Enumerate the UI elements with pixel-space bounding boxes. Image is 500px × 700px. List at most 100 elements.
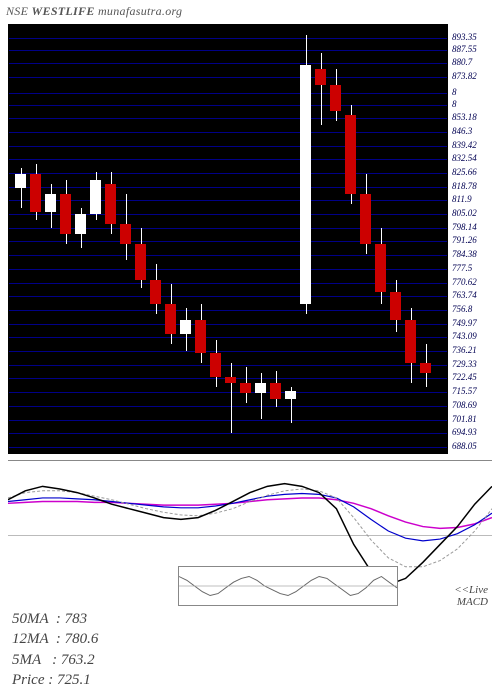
price-label: 784.38 — [452, 249, 477, 259]
price-label: 8 — [452, 87, 457, 97]
gridline — [9, 132, 447, 133]
gridline — [9, 200, 447, 201]
candle-body[interactable] — [90, 180, 101, 214]
gridline — [9, 118, 447, 119]
price-label: 736.21 — [452, 345, 477, 355]
candle-body[interactable] — [255, 383, 266, 393]
stat-row: 50MA : 783 — [12, 609, 98, 629]
candle-body[interactable] — [165, 304, 176, 334]
candle-body[interactable] — [345, 115, 356, 195]
candle-body[interactable] — [210, 353, 221, 377]
price-axis: 893.35 887.55 880.7 873.82 8 8 853.18 846.3 839.… — [450, 24, 498, 454]
gridline — [9, 351, 447, 352]
macd-label: <<Live MACD — [454, 584, 488, 608]
gridline — [9, 337, 447, 338]
source-label: munafasutra.org — [98, 4, 182, 18]
candle-body[interactable] — [120, 224, 131, 244]
price-label: 777.5 — [452, 263, 472, 273]
price-label: 893.35 — [452, 32, 477, 42]
price-label: 729.33 — [452, 359, 477, 369]
gridline — [9, 146, 447, 147]
price-label: 743.09 — [452, 331, 477, 341]
candle-body[interactable] — [330, 85, 341, 111]
gridline — [9, 38, 447, 39]
gridline — [9, 173, 447, 174]
stat-row: 12MA : 780.6 — [12, 629, 98, 649]
price-label: 798.14 — [452, 222, 477, 232]
price-label: 708.69 — [452, 400, 477, 410]
price-label: 715.57 — [452, 386, 477, 396]
gridline — [9, 392, 447, 393]
price-label: 805.02 — [452, 208, 477, 218]
candle-body[interactable] — [180, 320, 191, 334]
gridline — [9, 63, 447, 64]
price-label: 839.42 — [452, 140, 477, 150]
candle-body[interactable] — [135, 244, 146, 280]
exchange-label: NSE — [6, 4, 28, 18]
candle-body[interactable] — [105, 184, 116, 224]
gridline — [9, 420, 447, 421]
candle-body[interactable] — [30, 174, 41, 212]
gridline — [9, 105, 447, 106]
stats-block: 50MA : 78312MA : 780.65MA : 763.2Price :… — [12, 609, 98, 690]
macd-inset — [178, 566, 398, 606]
price-label: 880.7 — [452, 57, 472, 67]
price-label: 8 — [452, 99, 457, 109]
candle-wick — [231, 363, 232, 433]
macd-line — [8, 498, 492, 528]
stat-row: 5MA : 763.2 — [12, 650, 98, 670]
candle-body[interactable] — [285, 391, 296, 399]
candle-body[interactable] — [60, 194, 71, 234]
gridline — [9, 433, 447, 434]
price-label: 818.78 — [452, 181, 477, 191]
candle-body[interactable] — [195, 320, 206, 354]
stat-row: Price : 725.1 — [12, 670, 98, 690]
candle-body[interactable] — [420, 363, 431, 373]
candle-body[interactable] — [390, 292, 401, 320]
gridline — [9, 50, 447, 51]
candle-body[interactable] — [375, 244, 386, 292]
gridline — [9, 93, 447, 94]
macd-line — [8, 489, 492, 567]
gridline — [9, 310, 447, 311]
price-label: 791.26 — [452, 235, 477, 245]
price-label: 832.54 — [452, 153, 477, 163]
price-label: 688.05 — [452, 441, 477, 451]
candle-body[interactable] — [150, 280, 161, 304]
candle-wick — [321, 53, 322, 125]
price-label: 756.8 — [452, 304, 472, 314]
gridline — [9, 77, 447, 78]
price-label: 846.3 — [452, 126, 472, 136]
candle-body[interactable] — [75, 214, 86, 234]
macd-panel[interactable]: <<Live MACD — [8, 460, 492, 610]
price-label: 763.74 — [452, 290, 477, 300]
chart-header: NSE WESTLIFE munafasutra.org — [6, 4, 182, 19]
candle-body[interactable] — [360, 194, 371, 244]
candle-body[interactable] — [315, 69, 326, 85]
price-label: 749.97 — [452, 318, 477, 328]
price-label: 873.82 — [452, 71, 477, 81]
chart-container: NSE WESTLIFE munafasutra.org 893.35 887.5… — [0, 0, 500, 700]
candle-body[interactable] — [300, 65, 311, 304]
gridline — [9, 187, 447, 188]
macd-line — [8, 493, 492, 540]
candle-body[interactable] — [270, 383, 281, 399]
price-label: 722.45 — [452, 372, 477, 382]
candle-body[interactable] — [45, 194, 56, 212]
gridline — [9, 447, 447, 448]
gridline — [9, 365, 447, 366]
candle-wick — [261, 373, 262, 419]
candlestick-chart[interactable] — [8, 24, 448, 454]
candle-body[interactable] — [15, 174, 26, 188]
price-label: 887.55 — [452, 44, 477, 54]
price-label: 701.81 — [452, 414, 477, 424]
price-label: 825.66 — [452, 167, 477, 177]
gridline — [9, 159, 447, 160]
price-label: 853.18 — [452, 112, 477, 122]
candle-body[interactable] — [240, 383, 251, 393]
price-label: 811.9 — [452, 194, 472, 204]
gridline — [9, 406, 447, 407]
candle-body[interactable] — [225, 377, 236, 383]
price-label: 694.93 — [452, 427, 477, 437]
candle-body[interactable] — [405, 320, 416, 364]
